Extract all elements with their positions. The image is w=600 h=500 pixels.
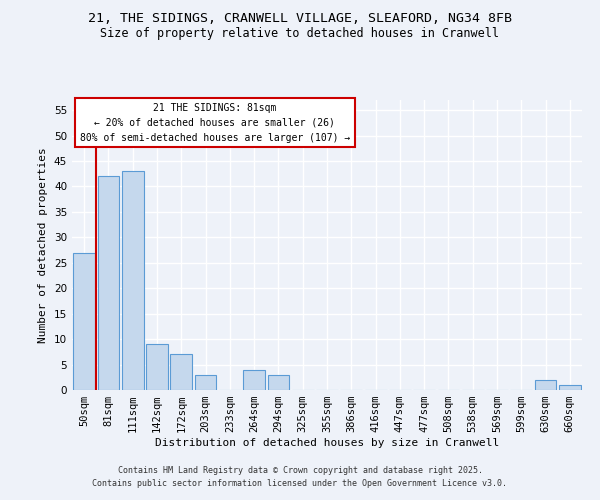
- Bar: [559, 385, 581, 390]
- Text: Size of property relative to detached houses in Cranwell: Size of property relative to detached ho…: [101, 28, 499, 40]
- Bar: [194, 374, 217, 390]
- Bar: [243, 370, 265, 390]
- Text: 21, THE SIDINGS, CRANWELL VILLAGE, SLEAFORD, NG34 8FB: 21, THE SIDINGS, CRANWELL VILLAGE, SLEAF…: [88, 12, 512, 26]
- Y-axis label: Number of detached properties: Number of detached properties: [38, 147, 49, 343]
- Bar: [146, 344, 168, 390]
- Bar: [73, 252, 95, 390]
- Text: 21 THE SIDINGS: 81sqm
← 20% of detached houses are smaller (26)
80% of semi-deta: 21 THE SIDINGS: 81sqm ← 20% of detached …: [80, 103, 350, 142]
- Text: Contains HM Land Registry data © Crown copyright and database right 2025.
Contai: Contains HM Land Registry data © Crown c…: [92, 466, 508, 487]
- Bar: [170, 354, 192, 390]
- X-axis label: Distribution of detached houses by size in Cranwell: Distribution of detached houses by size …: [155, 438, 499, 448]
- Bar: [97, 176, 119, 390]
- Bar: [122, 171, 143, 390]
- Bar: [268, 374, 289, 390]
- Bar: [535, 380, 556, 390]
